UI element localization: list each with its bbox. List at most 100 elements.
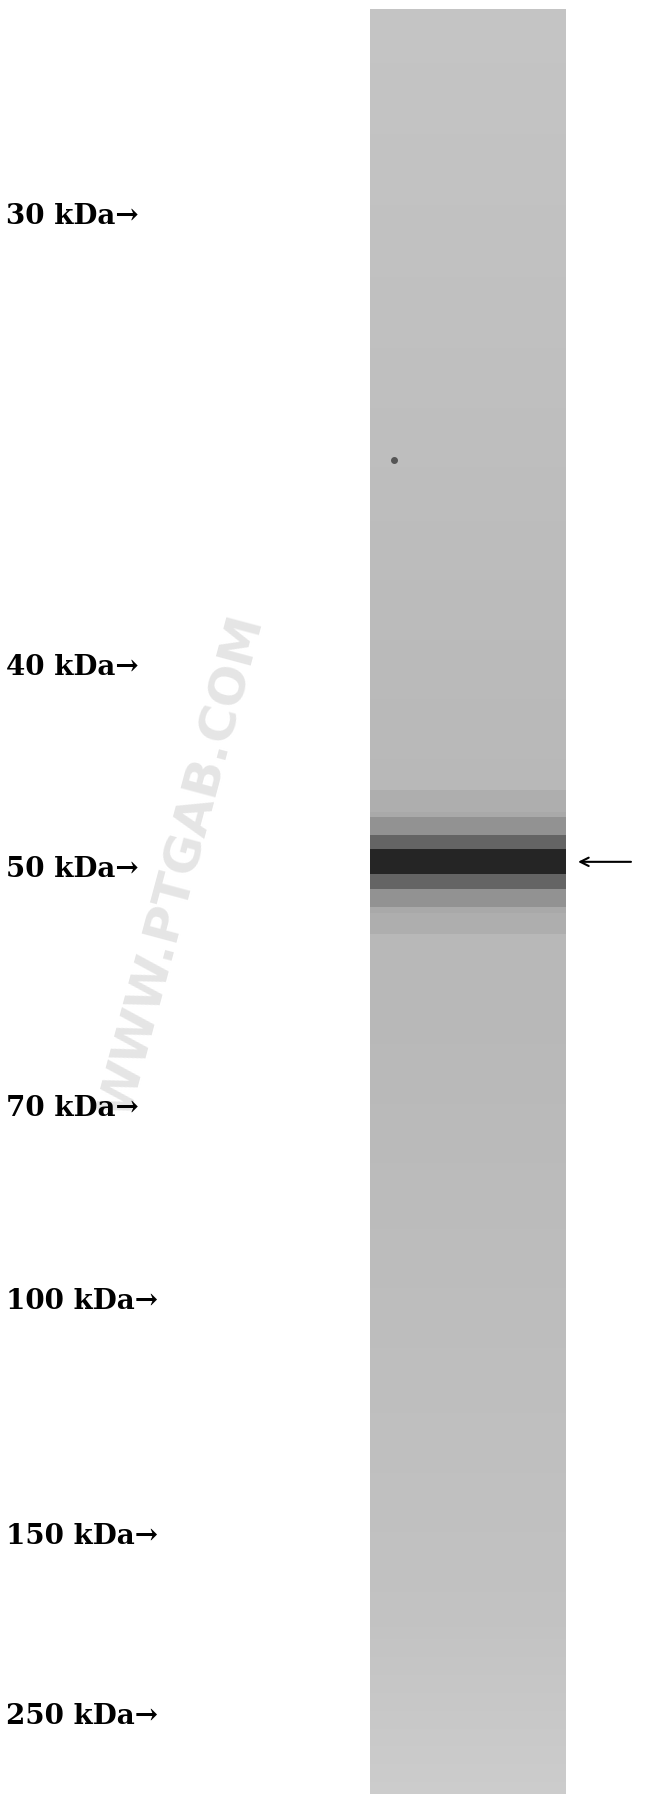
- Bar: [370, 366, 566, 371]
- Bar: [370, 123, 566, 128]
- Bar: [370, 462, 566, 467]
- Bar: [370, 1478, 566, 1484]
- Bar: [370, 1448, 566, 1455]
- Bar: [370, 1277, 566, 1282]
- Bar: [370, 716, 566, 723]
- Bar: [370, 746, 566, 754]
- Bar: [370, 1549, 566, 1556]
- Bar: [370, 1013, 566, 1020]
- Bar: [370, 1318, 566, 1323]
- Bar: [370, 645, 566, 651]
- Text: 50 kDa→: 50 kDa→: [6, 856, 139, 882]
- Bar: [370, 420, 566, 426]
- Bar: [370, 651, 566, 658]
- Bar: [370, 1132, 566, 1139]
- Bar: [370, 1680, 566, 1688]
- Bar: [370, 669, 566, 676]
- Bar: [370, 1217, 566, 1222]
- Bar: [370, 240, 566, 247]
- Bar: [370, 426, 566, 431]
- Bar: [370, 1158, 566, 1163]
- Bar: [370, 508, 566, 514]
- Bar: [370, 20, 566, 27]
- Bar: [370, 164, 566, 169]
- Bar: [370, 1313, 566, 1318]
- Bar: [370, 1186, 566, 1194]
- Bar: [370, 1652, 566, 1657]
- Bar: [370, 997, 566, 1002]
- Bar: [370, 1502, 566, 1509]
- Bar: [370, 1031, 566, 1039]
- Bar: [370, 128, 566, 133]
- Bar: [370, 609, 566, 617]
- Bar: [370, 912, 566, 920]
- Bar: [370, 299, 566, 307]
- Bar: [370, 878, 566, 883]
- Bar: [370, 449, 566, 456]
- Text: 30 kDa→: 30 kDa→: [6, 204, 139, 229]
- Bar: [370, 1626, 566, 1634]
- Bar: [370, 1758, 566, 1763]
- Bar: [370, 633, 566, 640]
- Bar: [370, 1150, 566, 1158]
- Bar: [370, 1044, 566, 1049]
- Bar: [370, 1264, 566, 1271]
- Bar: [370, 454, 566, 462]
- Bar: [370, 395, 566, 402]
- Bar: [370, 224, 566, 229]
- Bar: [370, 1693, 566, 1698]
- Bar: [370, 1341, 566, 1349]
- Bar: [370, 1603, 566, 1610]
- Bar: [370, 1466, 566, 1473]
- Bar: [370, 216, 566, 224]
- Bar: [370, 1235, 566, 1240]
- Bar: [370, 514, 566, 521]
- Bar: [370, 258, 566, 265]
- Bar: [370, 69, 566, 74]
- Bar: [370, 431, 566, 438]
- Bar: [370, 920, 566, 925]
- Bar: [370, 526, 566, 532]
- Bar: [370, 1771, 566, 1776]
- Bar: [370, 1727, 566, 1734]
- Bar: [370, 1057, 566, 1062]
- Bar: [370, 847, 566, 855]
- Bar: [370, 640, 566, 645]
- Bar: [370, 1543, 566, 1551]
- Bar: [370, 907, 566, 914]
- Bar: [370, 835, 566, 889]
- Bar: [370, 115, 566, 123]
- Bar: [370, 1365, 566, 1372]
- Bar: [370, 849, 566, 874]
- Bar: [370, 1139, 566, 1145]
- Bar: [370, 436, 566, 444]
- Bar: [370, 979, 566, 984]
- Bar: [370, 837, 566, 842]
- Text: 150 kDa→: 150 kDa→: [6, 1524, 159, 1549]
- Bar: [370, 444, 566, 449]
- Bar: [370, 182, 566, 188]
- Bar: [370, 1740, 566, 1747]
- Bar: [370, 1085, 566, 1093]
- Bar: [370, 1098, 566, 1103]
- Bar: [370, 1442, 566, 1450]
- Bar: [370, 615, 566, 622]
- Bar: [370, 521, 566, 526]
- Bar: [370, 9, 566, 14]
- Bar: [370, 1414, 566, 1419]
- Bar: [370, 97, 566, 105]
- Bar: [370, 599, 566, 604]
- Bar: [370, 1515, 566, 1520]
- Bar: [370, 1489, 566, 1496]
- Bar: [370, 407, 566, 413]
- Bar: [370, 1347, 566, 1354]
- Bar: [370, 1734, 566, 1740]
- Bar: [370, 990, 566, 997]
- Bar: [370, 1062, 566, 1067]
- Bar: [370, 330, 566, 335]
- Bar: [370, 335, 566, 343]
- Bar: [370, 1222, 566, 1230]
- Bar: [370, 265, 566, 270]
- Bar: [370, 783, 566, 788]
- Bar: [370, 1258, 566, 1264]
